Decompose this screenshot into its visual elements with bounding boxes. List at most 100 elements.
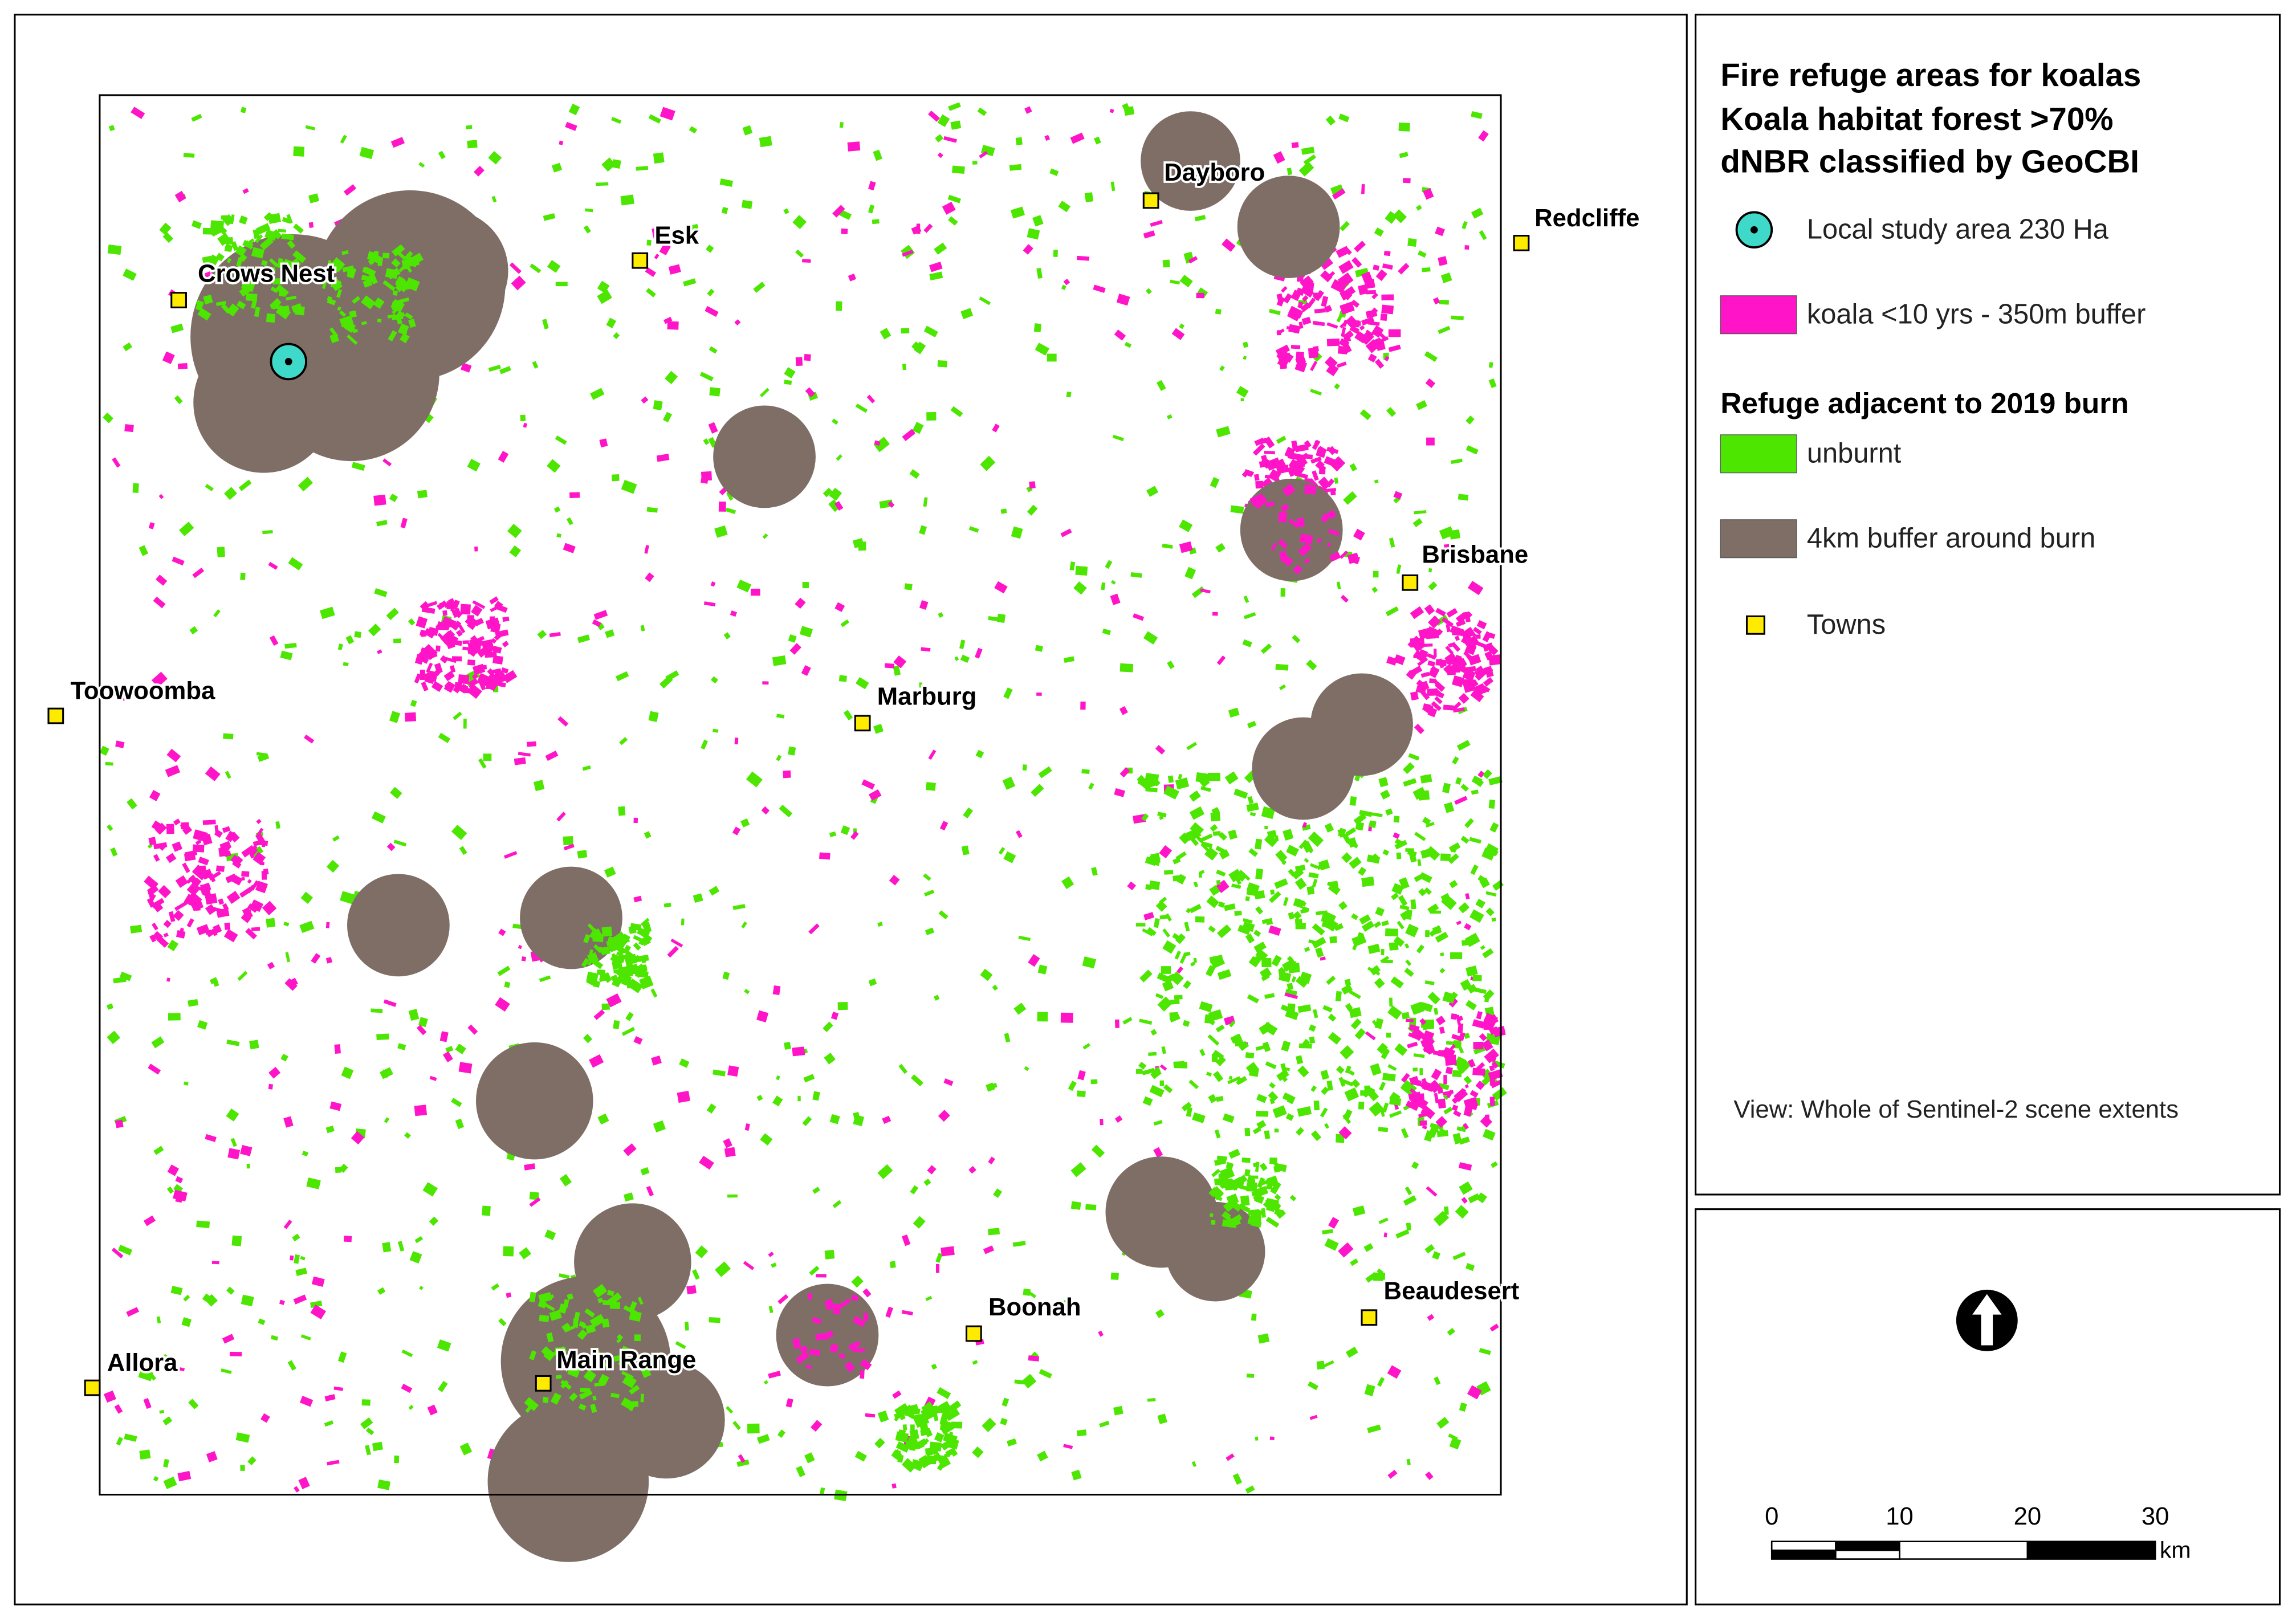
koala-patch (777, 1294, 789, 1305)
unburnt-patch (592, 973, 597, 980)
unburnt-patch (1387, 1005, 1402, 1020)
koala-patch (158, 494, 164, 499)
unburnt-patch (935, 1253, 943, 1263)
unburnt-patch (1076, 1429, 1087, 1437)
unburnt-patch (184, 1081, 189, 1086)
unburnt-patch (802, 581, 809, 589)
unburnt-patch (1337, 828, 1346, 838)
unburnt-patch (377, 1479, 391, 1490)
unburnt-patch (934, 995, 940, 1001)
unburnt-patch (1070, 1201, 1081, 1210)
unburnt-patch (909, 469, 920, 479)
unburnt-patch (195, 300, 204, 311)
koala-patch (589, 1054, 604, 1068)
unburnt-patch (583, 225, 591, 234)
unburnt-patch (616, 951, 628, 959)
koala-patch (279, 1299, 285, 1305)
unburnt-patch (1439, 968, 1446, 974)
unburnt-patch (342, 265, 355, 272)
koala-patch (743, 1261, 755, 1270)
unburnt-patch (597, 280, 610, 294)
koala-patch (156, 574, 168, 586)
unburnt-patch (926, 411, 937, 421)
unburnt-patch (231, 266, 243, 276)
koala-patch (1432, 688, 1442, 696)
unburnt-patch (1439, 1127, 1448, 1135)
unburnt-patch (646, 288, 656, 297)
unburnt-patch (1261, 806, 1276, 820)
unburnt-patch (1215, 845, 1228, 855)
unburnt-patch (634, 1334, 641, 1342)
unburnt-patch (1071, 1469, 1082, 1481)
unburnt-patch (202, 227, 212, 235)
unburnt-patch (1405, 924, 1419, 938)
koala-patch (921, 647, 931, 652)
unburnt-patch (151, 1036, 165, 1049)
unburnt-patch (113, 977, 127, 984)
unburnt-patch (1301, 906, 1310, 912)
koala-patch (1318, 476, 1329, 487)
koala-patch (443, 680, 456, 693)
koala-patch (1439, 1026, 1445, 1034)
unburnt-patch (1287, 168, 1292, 176)
unburnt-patch (1458, 1046, 1464, 1054)
koala-patch (1394, 654, 1406, 665)
koala-patch (434, 663, 443, 674)
unburnt-patch (156, 1316, 161, 1324)
koala-patch (467, 642, 473, 648)
unburnt-patch (293, 223, 304, 234)
unburnt-patch (538, 1291, 552, 1303)
koala-patch (518, 752, 531, 757)
unburnt-patch (196, 1220, 210, 1228)
unburnt-patch (594, 1383, 604, 1387)
unburnt-patch (1382, 1102, 1389, 1113)
koala-patch (1351, 257, 1362, 268)
unburnt-patch (226, 1286, 235, 1295)
koala-patch (861, 779, 875, 790)
unburnt-patch (1425, 846, 1440, 861)
unburnt-patch (551, 162, 563, 173)
koala-patch (148, 837, 157, 846)
koala-patch (1328, 1217, 1340, 1229)
unburnt-patch (1295, 976, 1308, 988)
unburnt-patch (238, 479, 252, 491)
koala-patch (862, 1288, 872, 1298)
unburnt-patch (1195, 772, 1209, 784)
koala-patch (351, 1131, 365, 1145)
unburnt-patch (1139, 1018, 1153, 1025)
koala-patch (659, 243, 671, 255)
unburnt-patch (1199, 1001, 1213, 1013)
unburnt-patch (1145, 856, 1157, 866)
scale-tick-label: 10 (1886, 1502, 1914, 1530)
unburnt-patch (170, 1286, 183, 1295)
unburnt-patch (1404, 943, 1410, 949)
unburnt-patch (788, 746, 796, 756)
unburnt-patch (285, 952, 291, 963)
unburnt-patch (1315, 947, 1324, 958)
unburnt-patch (363, 267, 376, 277)
koala-patch (461, 362, 472, 373)
unburnt-patch (640, 1393, 644, 1403)
unburnt-patch (173, 1184, 184, 1193)
unburnt-patch (695, 1245, 709, 1258)
unburnt-patch (1197, 287, 1208, 297)
unburnt-patch (1049, 168, 1059, 176)
koala-patch (563, 543, 576, 553)
unburnt-patch (1204, 847, 1218, 861)
unburnt-patch (1235, 1040, 1243, 1046)
unburnt-patch (644, 831, 652, 839)
koala-patch (1472, 626, 1482, 635)
koala-patch (988, 1156, 995, 1164)
unburnt-patch (1488, 799, 1496, 809)
unburnt-patch (689, 126, 698, 134)
unburnt-patch (1390, 976, 1404, 989)
unburnt-patch (1229, 1020, 1236, 1028)
unburnt-patch (1208, 772, 1220, 781)
koala-patch (1127, 881, 1136, 891)
koala-patch (1380, 313, 1387, 321)
town-label: Esk (654, 222, 699, 250)
unburnt-patch (1427, 903, 1439, 914)
unburnt-patch (1405, 1186, 1412, 1196)
unburnt-patch (559, 1358, 569, 1368)
koala-patch (527, 741, 537, 747)
